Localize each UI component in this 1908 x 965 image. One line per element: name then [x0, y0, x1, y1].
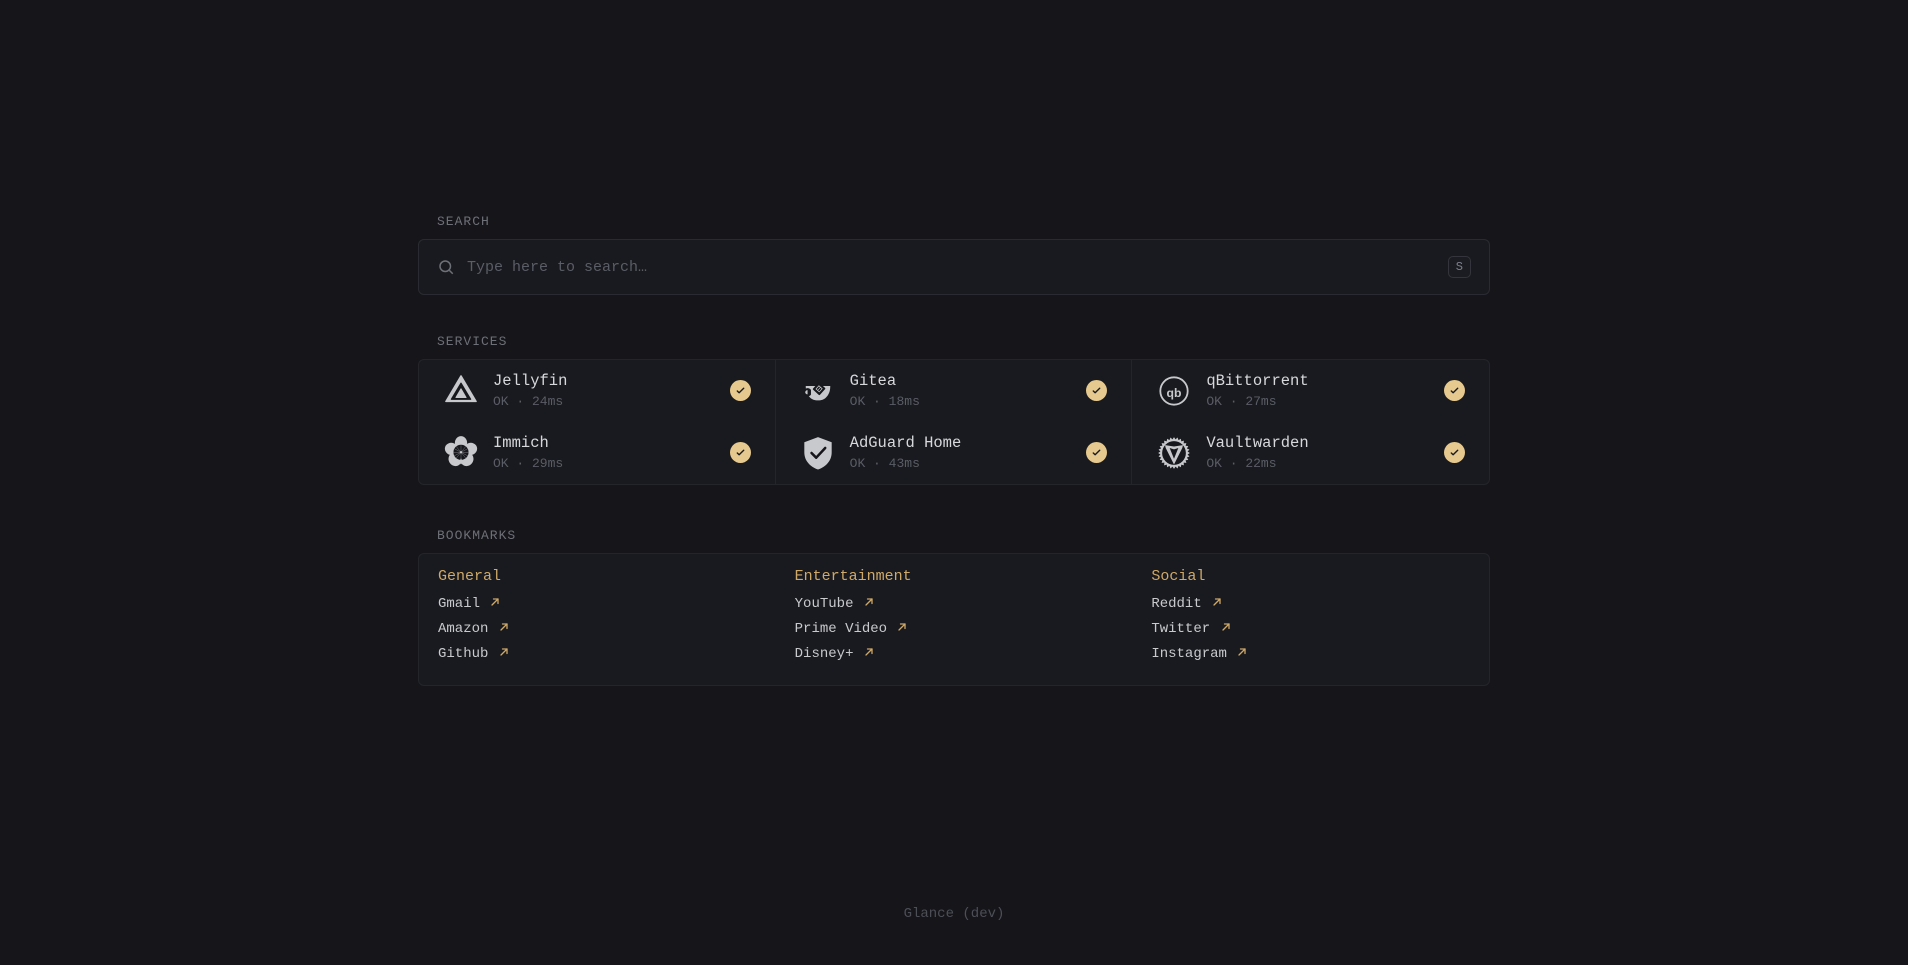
- svg-text:qb: qb: [1167, 386, 1182, 400]
